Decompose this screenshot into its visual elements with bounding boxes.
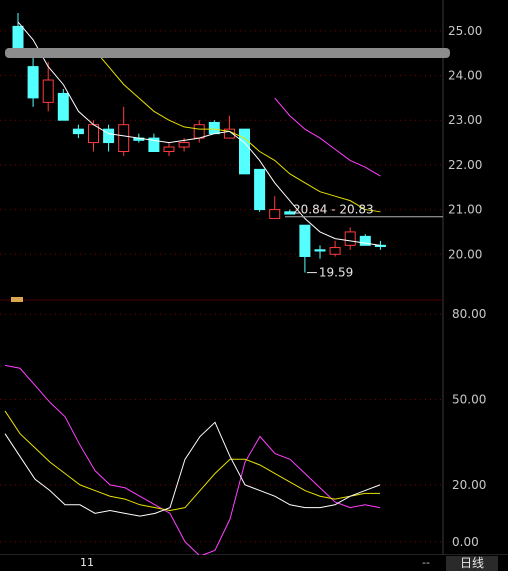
candle-body [254, 168, 266, 211]
price-axis: 25.00 24.00 23.00 22.00 21.00 20.00 80.00 50.00… [448, 24, 486, 549]
period-separator: -- [422, 556, 430, 569]
candle-body [42, 79, 54, 103]
candle-body [88, 124, 99, 144]
candle-body [27, 66, 39, 99]
candle-body [299, 224, 311, 257]
ma-magenta-line [274, 97, 381, 177]
candle-body [163, 146, 175, 152]
range-label: 20.84 - 20.83 [293, 203, 374, 217]
oscillator-yellow-line [4, 410, 380, 511]
price-tick-label: 21.00 [448, 203, 482, 217]
low-annotation-label: 19.59 [319, 266, 353, 280]
candle-body [57, 92, 69, 121]
oscillator-tick-label: 20.00 [452, 478, 486, 492]
oscillator-tick-label: 50.00 [452, 393, 486, 407]
candle-body [103, 128, 115, 144]
candle-body [359, 235, 371, 246]
candle-body [12, 25, 24, 50]
price-tick-label: 23.00 [448, 113, 482, 127]
candle-body [239, 128, 250, 175]
price-tick-label: 20.00 [448, 247, 482, 261]
oscillator-tick-label: 0.00 [452, 535, 479, 549]
price-band-overlay [5, 48, 450, 58]
price-tick-label: 22.00 [448, 158, 482, 172]
candle-body [284, 211, 296, 215]
candle-body [329, 247, 341, 255]
bottom-bar: 11 [0, 555, 508, 571]
candle-body [344, 231, 356, 246]
period-button[interactable]: 日线 [446, 556, 498, 571]
ma-white-line [17, 21, 381, 246]
candle-body [148, 137, 160, 152]
ma-yellow-line [93, 48, 381, 213]
oscillator-magenta-line [4, 364, 381, 557]
price-tick-label: 24.00 [448, 69, 482, 83]
candle-body [269, 209, 281, 220]
candle-body [208, 121, 220, 135]
candle-body [193, 124, 205, 139]
price-tick-label: 25.00 [448, 24, 482, 38]
candle-body [374, 244, 386, 248]
oscillator-tick-label: 80.00 [452, 307, 486, 321]
date-label: 11 [80, 556, 94, 569]
candle-body [314, 249, 326, 252]
price-panel[interactable] [12, 13, 386, 273]
candle-body [178, 142, 190, 148]
oscillator-white-line [4, 421, 381, 517]
indicator-marker [11, 297, 23, 302]
oscillator-panel[interactable] [4, 364, 381, 557]
candle-body [72, 128, 84, 135]
candle-body [118, 124, 130, 153]
chart-overlays: 20.84 - 20.83 19.59 [5, 48, 450, 302]
